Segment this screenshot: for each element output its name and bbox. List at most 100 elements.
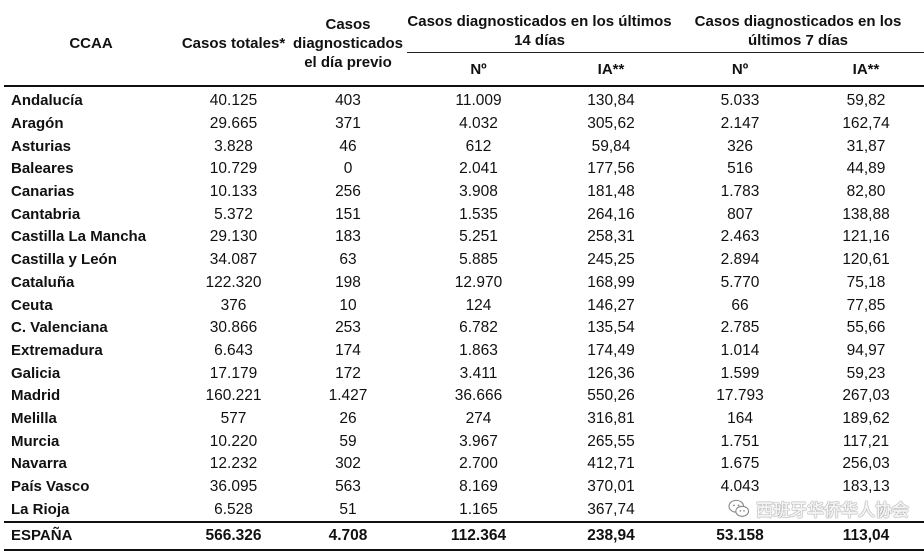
- cell-n14: 6.782: [459, 319, 498, 337]
- cell-previo: 51: [339, 500, 357, 518]
- cell-ia7: 59,23: [846, 364, 886, 382]
- cell-n7: 5.770: [720, 273, 760, 291]
- cell-n14: 8.169: [459, 478, 498, 496]
- cell-n14: 1.863: [459, 341, 498, 359]
- cell-ia14: 181,48: [587, 183, 635, 201]
- cell-ia14: 174,49: [587, 341, 635, 359]
- cell-ia7: 77,85: [846, 296, 886, 314]
- cell-name: ESPAÑA: [4, 521, 178, 551]
- cell-n14: 2.700: [459, 455, 498, 473]
- cell-ia14: 177,56: [587, 160, 635, 178]
- cell-n14: 3.411: [459, 364, 498, 382]
- cell-total: 5.372: [214, 205, 253, 223]
- cell-n7: 2.894: [720, 251, 760, 269]
- cell-ia7: 120,61: [842, 251, 890, 269]
- watermark: 西班牙华侨华人协会: [728, 496, 909, 521]
- header-n-14: Nº: [407, 52, 550, 87]
- cell-n7: 2.785: [720, 319, 760, 337]
- cell-total: 29.130: [209, 228, 258, 246]
- cell-ia14: 238,94: [550, 521, 673, 551]
- cell-previo: 59: [339, 432, 357, 450]
- cell-n14: 1.535: [459, 205, 498, 223]
- table-row: Madrid 160.221 1.427 36.666 550,26 17.793 267,…: [4, 385, 924, 408]
- cell-name: Navarra: [11, 455, 67, 473]
- table-row: Cataluña 122.320 198 12.970 168,99 5.770 75,18: [4, 272, 924, 295]
- cell-ia14: 130,84: [587, 92, 635, 110]
- cell-previo: 302: [335, 455, 361, 473]
- table-row: Melilla 577 26 274 316,81 164 189,62: [4, 408, 924, 431]
- cell-ia7: 256,03: [842, 455, 890, 473]
- header-ccaa: CCAA: [4, 2, 178, 87]
- cell-previo: 0: [343, 160, 353, 178]
- cell-n7: 17.793: [716, 387, 764, 405]
- cell-name: Cataluña: [11, 273, 75, 291]
- cell-previo: 10: [339, 296, 357, 314]
- cell-previo: 183: [335, 228, 361, 246]
- cell-ia14: 245,25: [587, 251, 635, 269]
- cell-total: 40.125: [209, 92, 258, 110]
- cell-previo: 403: [335, 92, 361, 110]
- cell-ia14: 370,01: [587, 478, 635, 496]
- table-body: Andalucía 40.125 403 11.009 130,84 5.033 59,82…: [4, 86, 924, 551]
- table-row: Canarias 10.133 256 3.908 181,48 1.783 82,80: [4, 181, 924, 204]
- cell-name: C. Valenciana: [11, 319, 108, 337]
- cell-ia7: 183,13: [842, 478, 890, 496]
- header-casos-dia-previo: Casos diagnosticados el día previo: [289, 2, 407, 87]
- wechat-icon: [728, 499, 750, 517]
- table-row: Castilla La Mancha 29.130 183 5.251 258,31 2.…: [4, 226, 924, 249]
- cell-previo: 174: [335, 341, 361, 359]
- cell-total: 3.828: [214, 137, 253, 155]
- table-row: Cantabria 5.372 151 1.535 264,16 807 138,88: [4, 203, 924, 226]
- cell-total: 566.326: [178, 521, 289, 551]
- cell-total: 10.133: [209, 183, 258, 201]
- cell-n14: 4.032: [459, 115, 498, 133]
- cell-ia14: 264,16: [587, 205, 635, 223]
- cell-previo: 1.427: [328, 387, 368, 405]
- cell-ia14: 168,99: [587, 273, 635, 291]
- cell-ia14: 265,55: [587, 432, 635, 450]
- cell-previo: 46: [339, 137, 357, 155]
- cell-name: Castilla y León: [11, 251, 117, 269]
- cell-ia7: 55,66: [846, 319, 886, 337]
- cell-n7: 164: [727, 409, 753, 427]
- cell-name: Cantabria: [11, 205, 81, 223]
- cell-n7: 807: [727, 205, 753, 223]
- cell-name: Asturias: [11, 137, 72, 155]
- header-ia-7: IA**: [808, 52, 924, 87]
- cell-n14: 12.970: [454, 273, 503, 291]
- cell-ia7: 189,62: [842, 409, 890, 427]
- cell-n14: 11.009: [455, 92, 502, 110]
- cell-ia14: 412,71: [587, 455, 635, 473]
- cell-ia7: 82,80: [846, 183, 886, 201]
- table-row: Andalucía 40.125 403 11.009 130,84 5.033 59,82: [4, 86, 924, 113]
- cell-ia7: 121,16: [842, 228, 890, 246]
- cell-ia14: 316,81: [587, 409, 635, 427]
- cell-ia7: 267,03: [842, 387, 890, 405]
- cell-n14: 274: [465, 409, 492, 427]
- cell-n14: 5.251: [459, 228, 498, 246]
- cell-ia14: 550,26: [587, 387, 635, 405]
- cell-total: 160.221: [205, 387, 262, 405]
- cell-n7: 53.158: [672, 521, 809, 551]
- table-row: Galicia 17.179 172 3.411 126,36 1.599 59,23: [4, 362, 924, 385]
- cell-ia14: 305,62: [587, 115, 635, 133]
- cell-total: 29.665: [209, 115, 258, 133]
- cell-total: 6.643: [214, 341, 253, 359]
- cell-total: 12.232: [209, 455, 258, 473]
- cell-ia7: 138,88: [842, 205, 890, 223]
- cell-name: Baleares: [11, 160, 74, 178]
- table-row: C. Valenciana 30.866 253 6.782 135,54 2.785 55…: [4, 317, 924, 340]
- cell-previo: 198: [335, 273, 361, 291]
- cell-ia14: 146,27: [587, 296, 635, 314]
- cell-total: 6.528: [214, 500, 253, 518]
- cell-previo: 63: [339, 251, 357, 269]
- cell-ia7: 75,18: [846, 273, 886, 291]
- covid-cases-table: CCAA Casos totales* Casos diagnosticados…: [4, 2, 924, 551]
- cell-ia14: 258,31: [587, 228, 635, 246]
- cell-name: Aragón: [11, 115, 64, 133]
- cell-total: 36.095: [209, 478, 258, 496]
- cell-name: Castilla La Mancha: [11, 228, 147, 246]
- cell-previo: 151: [335, 205, 361, 223]
- cell-ia7: 162,74: [842, 115, 890, 133]
- header-ia-14: IA**: [550, 52, 673, 87]
